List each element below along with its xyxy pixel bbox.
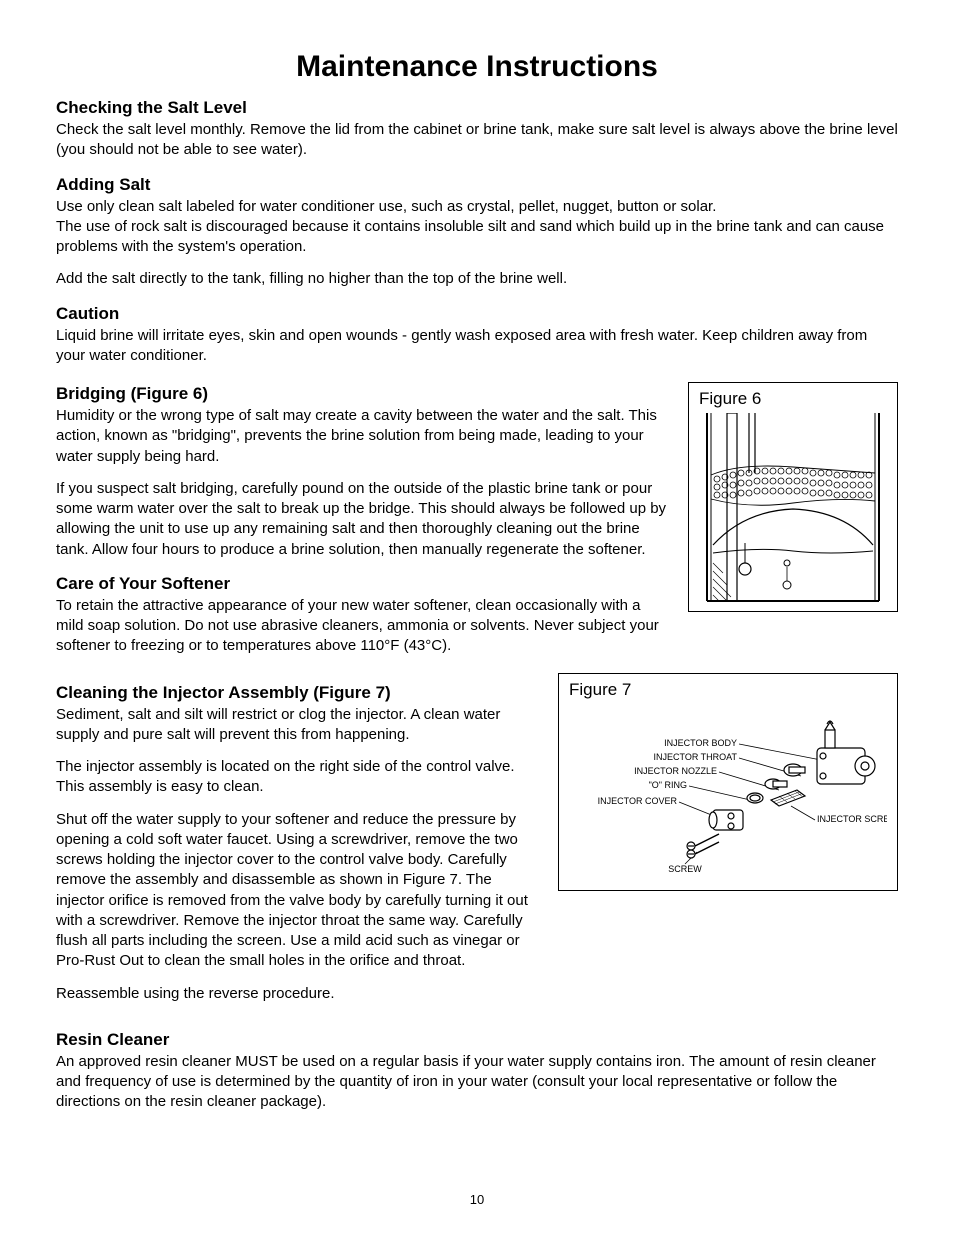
document-page: Maintenance Instructions Checking the Sa… <box>0 0 954 1235</box>
paragraph: Liquid brine will irritate eyes, skin an… <box>56 326 898 367</box>
heading-salt-level: Checking the Salt Level <box>56 98 898 118</box>
page-number: 10 <box>0 1192 954 1207</box>
heading-injector: Cleaning the Injector Assembly (Figure 7… <box>56 683 540 703</box>
figure-6-diagram <box>699 413 887 603</box>
heading-resin: Resin Cleaner <box>56 1030 898 1050</box>
label-injector-screen: INJECTOR SCREEN <box>817 814 887 824</box>
page-title: Maintenance Instructions <box>56 50 898 84</box>
label-injector-throat: INJECTOR THROAT <box>653 752 737 762</box>
paragraph: Check the salt level monthly. Remove the… <box>56 120 898 161</box>
paragraph: An approved resin cleaner MUST be used o… <box>56 1052 898 1113</box>
label-injector-nozzle: INJECTOR NOZZLE <box>634 766 717 776</box>
paragraph: Use only clean salt labeled for water co… <box>56 197 898 217</box>
label-injector-body: INJECTOR BODY <box>664 738 737 748</box>
paragraph: Reassemble using the reverse procedure. <box>56 984 540 1004</box>
figure-7-diagram: INJECTOR BODY INJECTOR THROAT INJECTOR N… <box>569 704 887 884</box>
label-screw: SCREW <box>668 864 702 874</box>
injector-row: Cleaning the Injector Assembly (Figure 7… <box>56 669 898 1016</box>
figure-7: Figure 7 INJECTOR BODY INJECTOR THROAT I… <box>558 673 898 891</box>
label-o-ring: "O" RING <box>649 780 687 790</box>
paragraph: Humidity or the wrong type of salt may c… <box>56 406 670 467</box>
bridging-row: Bridging (Figure 6) Humidity or the wron… <box>56 378 898 669</box>
figure-6-title: Figure 6 <box>699 389 887 409</box>
paragraph: The use of rock salt is discouraged beca… <box>56 217 898 258</box>
figure-7-title: Figure 7 <box>569 680 887 700</box>
injector-text-col: Cleaning the Injector Assembly (Figure 7… <box>56 669 540 1016</box>
heading-caution: Caution <box>56 304 898 324</box>
paragraph: Shut off the water supply to your soften… <box>56 810 540 972</box>
figure-6: Figure 6 <box>688 382 898 612</box>
paragraph: To retain the attractive appearance of y… <box>56 596 670 657</box>
heading-care: Care of Your Softener <box>56 574 670 594</box>
paragraph: If you suspect salt bridging, carefully … <box>56 479 670 560</box>
paragraph: Sediment, salt and silt will restrict or… <box>56 705 540 746</box>
heading-adding-salt: Adding Salt <box>56 175 898 195</box>
label-injector-cover: INJECTOR COVER <box>598 796 678 806</box>
paragraph: The injector assembly is located on the … <box>56 757 540 798</box>
heading-bridging: Bridging (Figure 6) <box>56 384 670 404</box>
bridging-text-col: Bridging (Figure 6) Humidity or the wron… <box>56 378 670 669</box>
paragraph: Add the salt directly to the tank, filli… <box>56 269 898 289</box>
